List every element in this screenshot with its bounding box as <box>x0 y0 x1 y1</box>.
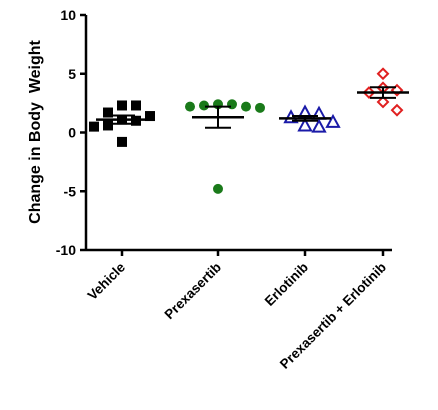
data-point-square <box>131 100 141 111</box>
x-category-label: Prexasertib <box>162 260 225 323</box>
data-point-square <box>117 100 127 111</box>
data-point-diamond <box>362 86 376 99</box>
data-point-triangle <box>297 117 313 132</box>
data-point-diamond <box>376 67 390 81</box>
y-tick-label: 10 <box>60 7 76 23</box>
data-point-circle <box>213 183 223 194</box>
y-tick-label: -5 <box>64 183 77 199</box>
y-tick-label: 0 <box>68 125 76 141</box>
data-point-triangle <box>311 118 327 133</box>
data-point-diamond <box>390 83 404 97</box>
x-category-label: Vehicle <box>85 259 129 303</box>
y-tick-label: 5 <box>68 66 76 82</box>
data-point-diamond <box>390 103 404 117</box>
data-point-square <box>103 107 113 118</box>
data-point-circle <box>255 102 265 113</box>
data-point-square <box>103 120 113 131</box>
data-point-circle <box>185 101 195 112</box>
y-axis: -10 -5 0 5 10 <box>56 7 88 258</box>
data-point-triangle <box>325 113 341 128</box>
mean-sem-bars <box>96 86 409 129</box>
data-point-diamond <box>376 95 390 109</box>
data-point-square <box>89 121 99 132</box>
y-tick-label: -10 <box>56 242 76 258</box>
data-point-circle <box>227 99 237 110</box>
data-point-square <box>145 111 155 122</box>
y-axis-title: Change in Body Weight <box>27 39 44 223</box>
data-point-square <box>117 136 127 147</box>
data-point-circle <box>199 100 209 111</box>
data-point-circle <box>241 101 251 112</box>
data-points <box>89 67 404 194</box>
x-category-label: Erlotinib <box>262 260 311 309</box>
